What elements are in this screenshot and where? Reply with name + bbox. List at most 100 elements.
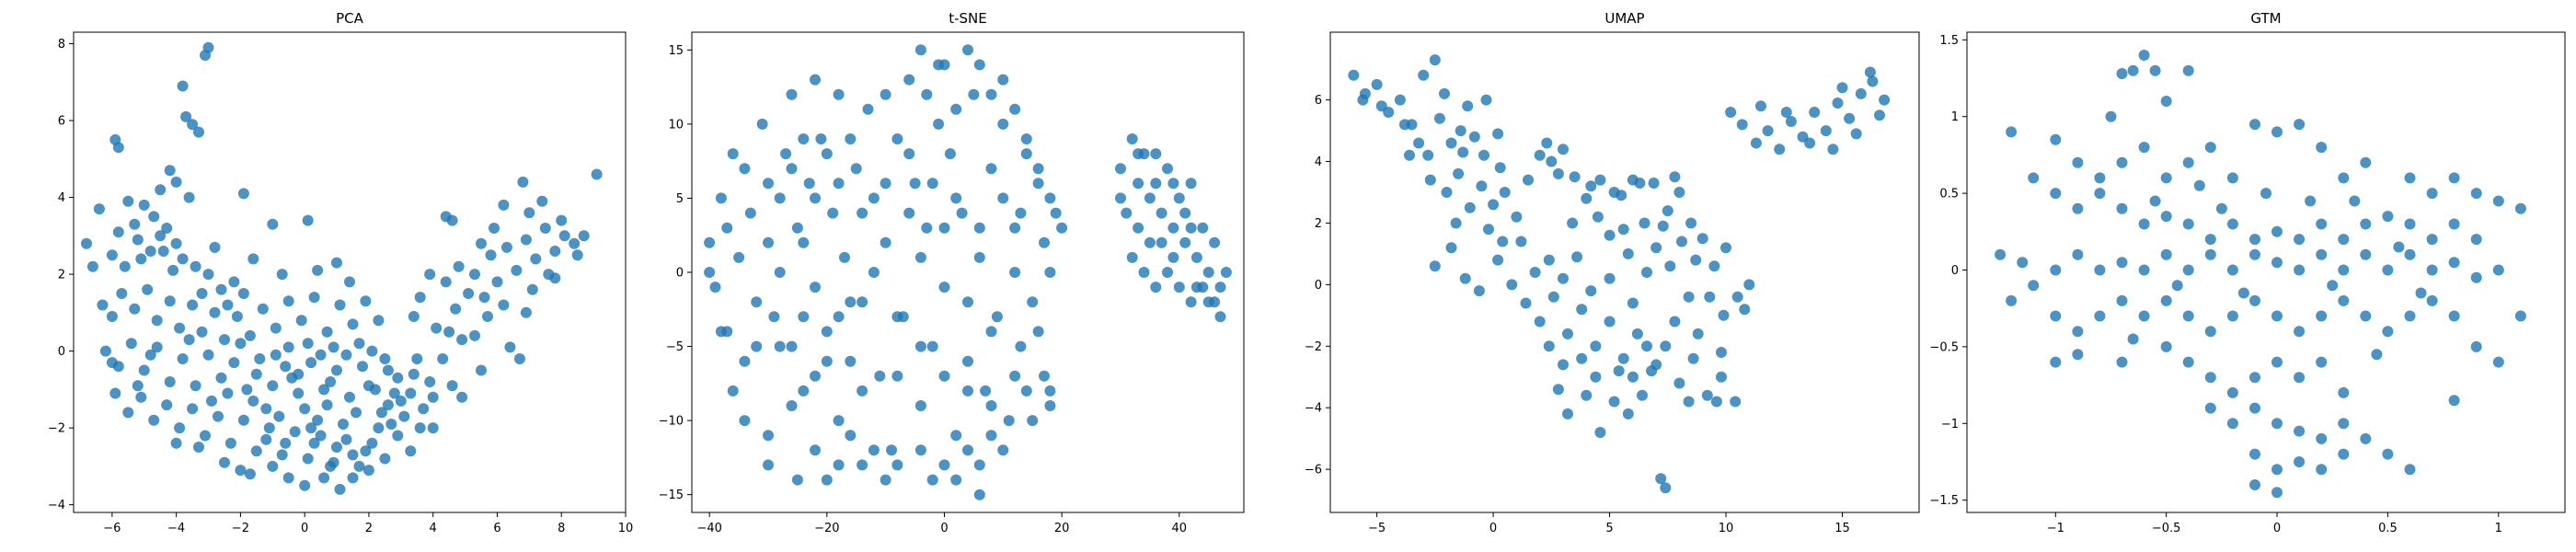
data-point: [312, 414, 324, 426]
data-point: [1478, 149, 1489, 161]
chart-title: GTM: [2250, 10, 2281, 27]
data-point: [1590, 371, 1602, 383]
data-point: [704, 236, 716, 248]
data-point: [1138, 267, 1150, 278]
data-point: [1562, 328, 1573, 339]
data-point: [791, 222, 803, 234]
data-point: [276, 449, 288, 461]
data-point: [1488, 199, 1500, 211]
x-tick-label: 4: [430, 522, 437, 535]
plot-frame: [1329, 31, 1920, 513]
data-point: [991, 311, 1003, 323]
data-point: [950, 103, 962, 115]
data-point: [744, 207, 756, 219]
data-point: [373, 422, 385, 434]
data-point: [1627, 297, 1639, 309]
data-point: [1003, 415, 1015, 427]
data-point: [1687, 352, 1699, 364]
data-point: [1690, 254, 1702, 266]
data-point: [2404, 310, 2416, 322]
x-tick-label: 0: [301, 522, 308, 535]
chart-panel-2: t-SNE −40 −20 0 20 40 −15 −10 −5 0 5 10 15: [659, 10, 1245, 535]
data-point: [1558, 144, 1569, 155]
data-point: [2204, 326, 2216, 338]
data-point: [1660, 340, 1672, 352]
data-point: [1631, 328, 1643, 339]
data-point: [2017, 257, 2029, 269]
data-point: [1750, 137, 1762, 149]
data-point: [2094, 188, 2106, 200]
data-point: [2327, 280, 2339, 292]
data-point: [1546, 155, 1558, 167]
data-point: [868, 267, 880, 278]
data-point: [498, 299, 510, 311]
data-point: [763, 178, 774, 190]
data-point: [1683, 396, 1695, 408]
y-tick-label: −4: [1305, 402, 1322, 416]
data-point: [408, 311, 420, 322]
y-tick-label: −5: [666, 340, 684, 354]
y-tick-label: −1: [1941, 418, 1959, 431]
data-point: [914, 444, 926, 456]
data-point: [1730, 396, 1742, 408]
data-point: [2260, 188, 2271, 200]
data-point: [997, 192, 1009, 204]
data-point: [1867, 75, 1879, 87]
data-point: [1879, 94, 1891, 106]
data-point: [164, 295, 176, 307]
data-point: [148, 414, 160, 426]
data-point: [1214, 311, 1226, 323]
data-point: [914, 340, 926, 352]
data-point: [209, 241, 221, 253]
data-point: [2249, 248, 2260, 260]
data-point: [187, 299, 199, 311]
data-point: [1594, 174, 1606, 186]
data-point: [520, 234, 532, 246]
data-point: [344, 276, 355, 288]
data-point: [2338, 418, 2350, 430]
data-point: [1541, 137, 1553, 149]
data-point: [2182, 356, 2194, 368]
data-point: [456, 334, 468, 346]
data-point: [1156, 207, 1167, 219]
data-point: [2404, 172, 2416, 184]
data-point: [1581, 192, 1593, 204]
data-point: [151, 341, 163, 353]
data-point: [2204, 372, 2216, 384]
data-point: [2149, 64, 2161, 76]
data-point: [170, 437, 182, 449]
data-point: [1173, 282, 1185, 293]
data-point: [106, 311, 118, 322]
data-point: [1669, 171, 1681, 183]
data-point: [2116, 356, 2128, 368]
data-point: [2393, 241, 2405, 253]
data-point: [1558, 359, 1569, 371]
data-point: [1133, 178, 1144, 190]
data-point: [418, 403, 430, 415]
data-point: [142, 283, 154, 295]
data-point: [244, 468, 256, 480]
data-point: [2316, 310, 2328, 322]
data-point: [235, 465, 247, 477]
data-point: [950, 474, 962, 486]
data-point: [1743, 279, 1755, 291]
data-point: [267, 460, 279, 472]
data-point: [2249, 479, 2260, 490]
data-point: [498, 199, 510, 211]
data-point: [2249, 234, 2260, 246]
data-point: [122, 407, 134, 419]
y-tick-label: −1.5: [1929, 494, 1959, 508]
data-point: [1150, 178, 1162, 190]
data-point: [1543, 340, 1555, 352]
data-point: [318, 472, 330, 484]
data-point: [1439, 87, 1450, 99]
scatter-points: [81, 41, 603, 495]
data-point: [985, 88, 997, 100]
data-point: [315, 349, 327, 361]
plot-frame: [73, 31, 627, 513]
data-point: [2127, 333, 2139, 345]
data-point: [106, 249, 118, 261]
data-point: [347, 449, 359, 461]
chart-panel-4: GTM −1 −0.5 0 0.5 1 −1.5 −1 −0.5 0 0.5 1 1.5: [1929, 10, 2566, 535]
data-point: [973, 489, 985, 500]
